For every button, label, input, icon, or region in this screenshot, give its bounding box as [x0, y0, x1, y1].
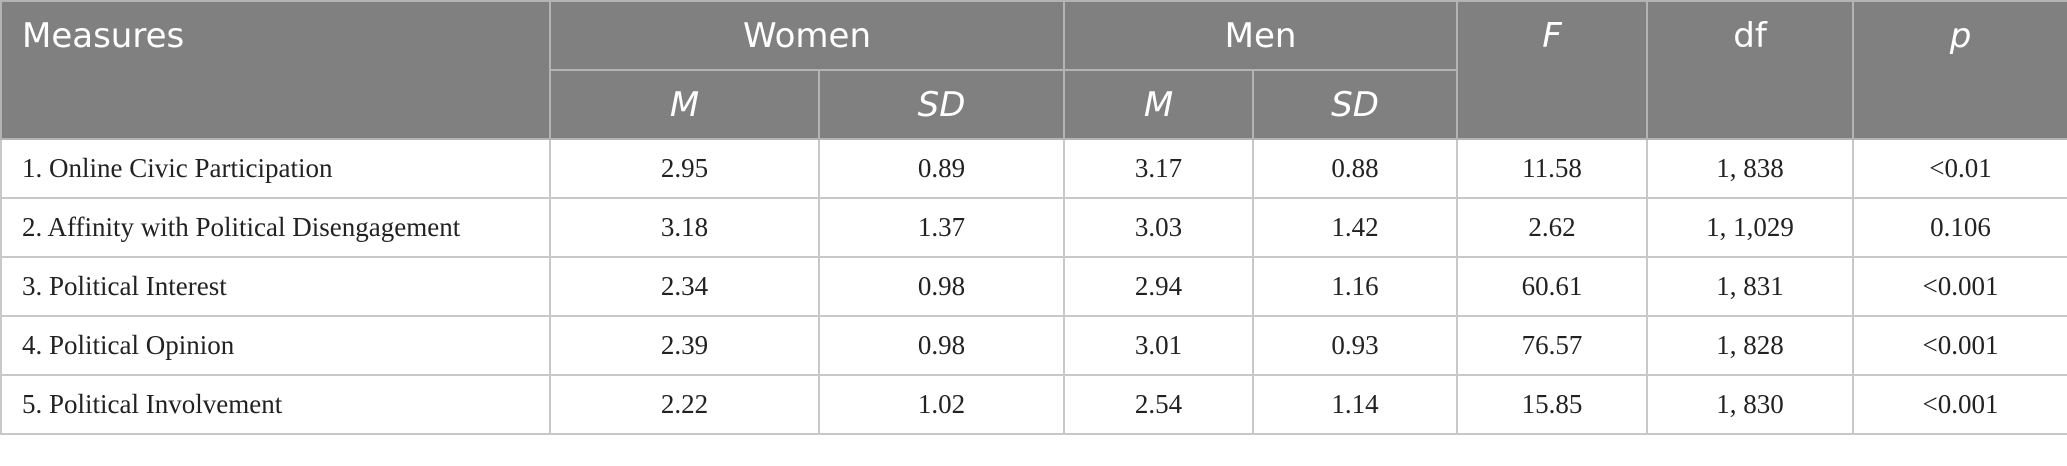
results-table-container: Measures Women Men F df p M SD M SD 1. O…	[0, 0, 2067, 435]
cell-p: <0.001	[1852, 256, 2067, 317]
cell-measure: 4. Political Opinion	[0, 315, 551, 376]
cell-measure: 1. Online Civic Participation	[0, 138, 551, 199]
header-df: df	[1646, 0, 1855, 140]
cell-df: 1, 830	[1646, 374, 1855, 435]
table-row: 1. Online Civic Participation 2.95 0.89 …	[0, 138, 2067, 199]
cell-p: <0.01	[1852, 138, 2067, 199]
table-row: 5. Political Involvement 2.22 1.02 2.54 …	[0, 374, 2067, 435]
cell-men-sd: 0.88	[1252, 138, 1459, 199]
cell-women-m: 2.34	[549, 256, 820, 317]
cell-men-m: 2.94	[1063, 256, 1255, 317]
cell-men-m: 2.54	[1063, 374, 1255, 435]
cell-p: 0.106	[1852, 197, 2067, 258]
cell-women-sd: 1.37	[817, 197, 1066, 258]
table-row: 3. Political Interest 2.34 0.98 2.94 1.1…	[0, 256, 2067, 317]
cell-men-sd: 1.16	[1252, 256, 1459, 317]
cell-women-m: 2.39	[549, 315, 820, 376]
header-measures: Measures	[0, 0, 551, 140]
cell-women-m: 2.22	[549, 374, 820, 435]
header-men: Men	[1063, 0, 1459, 71]
cell-f: 11.58	[1456, 138, 1649, 199]
cell-df: 1, 831	[1646, 256, 1855, 317]
cell-df: 1, 828	[1646, 315, 1855, 376]
cell-women-m: 2.95	[549, 138, 820, 199]
cell-measure: 2. Affinity with Political Disengagement	[0, 197, 551, 258]
table-header: Measures Women Men F df p M SD M SD	[0, 0, 2067, 140]
cell-women-sd: 0.98	[817, 315, 1066, 376]
cell-f: 76.57	[1456, 315, 1649, 376]
header-p: p	[1852, 0, 2067, 140]
table-row: 4. Political Opinion 2.39 0.98 3.01 0.93…	[0, 315, 2067, 376]
header-row-2: M SD M SD	[1, 69, 2067, 140]
cell-women-m: 3.18	[549, 197, 820, 258]
cell-measure: 5. Political Involvement	[0, 374, 551, 435]
cell-men-sd: 1.42	[1252, 197, 1459, 258]
cell-p: <0.001	[1852, 374, 2067, 435]
header-women: Women	[548, 0, 1066, 71]
cell-df: 1, 1,029	[1646, 197, 1855, 258]
cell-women-sd: 0.89	[817, 138, 1066, 199]
cell-men-m: 3.17	[1063, 138, 1255, 199]
table-row: 2. Affinity with Political Disengagement…	[0, 197, 2067, 258]
cell-women-sd: 0.98	[817, 256, 1066, 317]
cell-men-m: 3.03	[1063, 197, 1255, 258]
cell-men-sd: 0.93	[1252, 315, 1459, 376]
header-men-m: M	[1063, 69, 1255, 140]
header-f: F	[1456, 0, 1649, 140]
header-women-sd: SD	[817, 69, 1066, 140]
cell-df: 1, 838	[1646, 138, 1855, 199]
cell-f: 2.62	[1456, 197, 1649, 258]
table-body: 1. Online Civic Participation 2.95 0.89 …	[0, 138, 2067, 435]
cell-f: 15.85	[1456, 374, 1649, 435]
cell-f: 60.61	[1456, 256, 1649, 317]
cell-men-sd: 1.14	[1252, 374, 1459, 435]
header-men-sd: SD	[1252, 69, 1459, 140]
header-row-1: Measures Women Men F df p	[0, 0, 2067, 140]
cell-measure: 3. Political Interest	[0, 256, 551, 317]
cell-women-sd: 1.02	[817, 374, 1066, 435]
results-table: Measures Women Men F df p M SD M SD 1. O…	[0, 0, 2067, 435]
header-women-m: M	[549, 69, 820, 140]
cell-p: <0.001	[1852, 315, 2067, 376]
cell-men-m: 3.01	[1063, 315, 1255, 376]
